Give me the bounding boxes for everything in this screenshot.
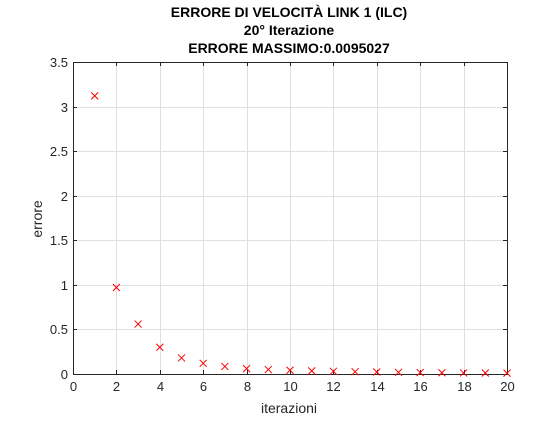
- data-point-marker: [372, 368, 381, 376]
- data-point-marker: [221, 362, 229, 371]
- data-point-marker: [155, 343, 164, 352]
- x-tick-label: 0: [70, 379, 77, 394]
- data-point-marker: [199, 359, 208, 368]
- data-point-marker: [177, 354, 186, 362]
- y-axis-label: errore: [29, 200, 45, 238]
- y-tick-label: 3: [61, 100, 68, 115]
- data-markers: [90, 92, 511, 378]
- data-point-marker: [351, 367, 359, 376]
- x-tick-label: 20: [500, 379, 514, 394]
- x-tick-label: 4: [157, 379, 164, 394]
- data-point-marker: [286, 366, 294, 375]
- y-tick-label: 1: [61, 278, 68, 293]
- x-tick-label: 12: [326, 379, 340, 394]
- x-tick-label: 10: [283, 379, 297, 394]
- data-point-marker: [264, 365, 273, 374]
- data-point-marker: [503, 369, 511, 378]
- data-point-marker: [416, 368, 425, 377]
- x-axis-label: iterazioni: [261, 400, 317, 416]
- data-point-marker: [481, 369, 490, 377]
- tick-labels: 0 2 4 6 8 10 12 14 16 18 20 0 0.5 1 1.5 2 2.5 3 3.5: [50, 55, 515, 394]
- chart-title-line-1: ERRORE DI VELOCITÀ LINK 1 (ILC): [171, 4, 407, 20]
- y-tick-label: 0.5: [50, 322, 68, 337]
- data-point-marker: [329, 367, 338, 376]
- data-point-marker: [112, 283, 121, 292]
- y-tick-label: 3.5: [50, 55, 68, 70]
- x-tick-label: 16: [413, 379, 427, 394]
- y-tick-label: 1.5: [50, 233, 68, 248]
- y-tick-label: 2.5: [50, 144, 68, 159]
- data-point-marker: [134, 320, 142, 328]
- data-point-marker: [459, 369, 468, 377]
- data-point-marker: [242, 364, 251, 373]
- x-tick-label: 18: [457, 379, 471, 394]
- data-point-marker: [394, 368, 403, 377]
- chart-title-line-3: ERRORE MASSIMO:0.0095027: [188, 40, 390, 56]
- x-tick-label: 8: [244, 379, 251, 394]
- x-tick-label: 6: [200, 379, 207, 394]
- data-point-marker: [438, 368, 446, 377]
- y-tick-label: 0: [61, 367, 68, 382]
- y-tick-label: 2: [61, 189, 68, 204]
- data-point-marker: [307, 367, 316, 375]
- chart-title-line-2: 20° Iterazione: [244, 22, 335, 38]
- data-point-marker: [90, 92, 99, 100]
- x-tick-label: 14: [370, 379, 384, 394]
- x-tick-label: 2: [113, 379, 120, 394]
